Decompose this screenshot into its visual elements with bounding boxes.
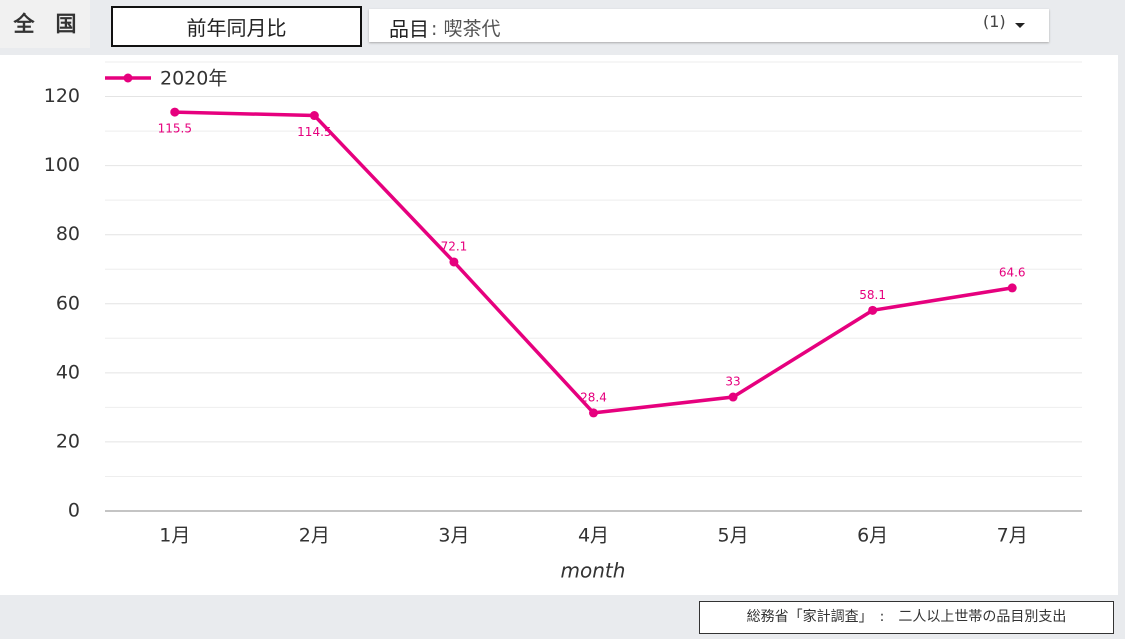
data-point [309, 111, 319, 121]
y-tick-label: 100 [44, 154, 80, 176]
y-tick-label: 40 [56, 361, 80, 383]
data-label: 58.1 [859, 288, 886, 302]
data-point [868, 305, 878, 315]
x-tick-label: 6月 [857, 525, 888, 547]
x-axis-label: month [561, 559, 626, 583]
x-tick-label: 7月 [997, 525, 1028, 547]
filter-count: (1) [983, 12, 1006, 31]
x-tick-label: 5月 [718, 525, 749, 547]
x-tick-label: 3月 [438, 525, 469, 547]
dropdown-arrow [1015, 23, 1025, 28]
data-point [1007, 283, 1017, 293]
series-line [174, 110, 1013, 415]
y-tick-label: 20 [56, 430, 80, 452]
y-tick-label: 0 [68, 500, 80, 522]
filter-label: 品目 [389, 17, 429, 41]
data-label: 28.4 [580, 390, 607, 404]
x-tick-label: 2月 [299, 525, 330, 547]
filter-value: : 喫茶代 [431, 18, 501, 40]
chart-panel [0, 55, 1118, 595]
data-point [589, 408, 598, 418]
data-label: 115.5 [158, 122, 192, 136]
y-tick-label: 80 [56, 223, 80, 245]
metric-button[interactable]: 前年同月比 [111, 6, 362, 47]
x-tick-label: 1月 [159, 525, 190, 547]
data-point [449, 257, 459, 267]
legend-marker [123, 73, 133, 83]
y-tick-label: 120 [44, 85, 80, 107]
data-label: 72.1 [441, 239, 468, 253]
region-label: 全 国 [0, 0, 90, 48]
data-label: 64.6 [999, 265, 1026, 279]
y-tick-label: 60 [56, 292, 80, 314]
data-label: 33 [725, 375, 740, 389]
filter-dropdown[interactable]: 品目 : 喫茶代 (1) [369, 9, 1049, 42]
data-point [170, 107, 180, 117]
data-point [728, 392, 738, 402]
data-label: 114.5 [297, 125, 331, 139]
x-tick-label: 4月 [578, 525, 609, 547]
legend-label: 2020年 [160, 68, 227, 90]
source-note: 総務省「家計調査」 : 二人以上世帯の品目別支出 [699, 601, 1114, 634]
